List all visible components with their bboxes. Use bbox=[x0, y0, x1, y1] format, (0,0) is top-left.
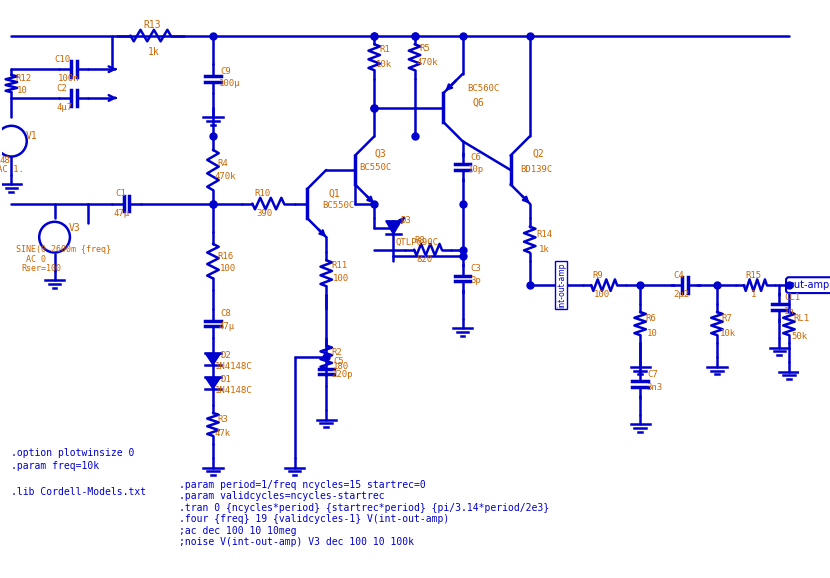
Text: 100: 100 bbox=[333, 274, 349, 283]
Text: 3n3: 3n3 bbox=[646, 383, 662, 392]
Text: BC550C: BC550C bbox=[359, 162, 391, 172]
Text: .lib Cordell-Models.txt: .lib Cordell-Models.txt bbox=[12, 487, 147, 497]
Text: CL1: CL1 bbox=[784, 293, 800, 302]
Text: C4: C4 bbox=[674, 271, 685, 280]
Text: R7: R7 bbox=[722, 314, 733, 323]
Text: 470k: 470k bbox=[417, 58, 438, 67]
Polygon shape bbox=[205, 353, 221, 365]
Text: 100: 100 bbox=[220, 264, 236, 273]
Text: R2: R2 bbox=[331, 348, 342, 357]
Text: R14: R14 bbox=[536, 230, 553, 239]
Text: 47k: 47k bbox=[215, 429, 231, 439]
Text: 100: 100 bbox=[594, 290, 610, 299]
Text: C7: C7 bbox=[647, 370, 658, 379]
Text: 1N4148C: 1N4148C bbox=[215, 386, 252, 395]
Text: Q1: Q1 bbox=[328, 189, 340, 199]
Text: 1k: 1k bbox=[539, 245, 549, 254]
Text: 1N4148C: 1N4148C bbox=[215, 362, 252, 371]
Text: R12: R12 bbox=[15, 75, 32, 83]
Text: QTLP690C: QTLP690C bbox=[395, 238, 438, 246]
Text: V3: V3 bbox=[69, 223, 81, 232]
Text: 10: 10 bbox=[647, 329, 657, 338]
Text: D1: D1 bbox=[221, 375, 232, 384]
Text: AC 1.: AC 1. bbox=[0, 165, 24, 175]
Text: 50k: 50k bbox=[792, 332, 808, 340]
Text: ;noise V(int-out-amp) V3 dec 100 10 100k: ;noise V(int-out-amp) V3 dec 100 10 100k bbox=[179, 538, 414, 547]
Text: Rser=100: Rser=100 bbox=[21, 264, 61, 273]
Text: .four {freq} 19 {validcycles-1} V(int-out-amp): .four {freq} 19 {validcycles-1} V(int-ou… bbox=[179, 514, 450, 524]
Text: 48: 48 bbox=[0, 156, 11, 165]
Text: Q3: Q3 bbox=[374, 149, 386, 158]
Text: R16: R16 bbox=[217, 252, 234, 261]
Text: C1: C1 bbox=[115, 190, 126, 198]
Text: R15: R15 bbox=[745, 271, 762, 280]
Text: C3: C3 bbox=[471, 264, 481, 273]
Text: 100n: 100n bbox=[57, 75, 79, 83]
Text: 820: 820 bbox=[417, 255, 432, 264]
Text: Q2: Q2 bbox=[533, 149, 544, 158]
Text: BC560C: BC560C bbox=[467, 84, 500, 93]
Text: R3: R3 bbox=[217, 415, 228, 424]
Text: R10: R10 bbox=[254, 190, 271, 198]
Text: SINE(0 2600m {freq}: SINE(0 2600m {freq} bbox=[16, 245, 111, 254]
Text: 47μ: 47μ bbox=[113, 209, 129, 218]
Text: .param period=1/freq ncycles=15 startrec=0: .param period=1/freq ncycles=15 startrec… bbox=[179, 480, 426, 490]
Text: AC 0: AC 0 bbox=[26, 255, 46, 264]
Text: 2μ2: 2μ2 bbox=[674, 290, 690, 299]
Text: D2: D2 bbox=[221, 351, 232, 360]
Text: C9: C9 bbox=[221, 66, 232, 76]
Text: 4μ7: 4μ7 bbox=[56, 103, 72, 112]
Text: 470k: 470k bbox=[215, 172, 237, 181]
Text: 10: 10 bbox=[17, 86, 28, 95]
Text: int-out-amp: int-out-amp bbox=[557, 262, 566, 308]
Text: V1: V1 bbox=[26, 131, 37, 142]
Text: C2: C2 bbox=[56, 84, 67, 93]
Text: 10k: 10k bbox=[376, 60, 393, 69]
Text: R13: R13 bbox=[144, 20, 162, 30]
Text: C10: C10 bbox=[55, 55, 71, 64]
Text: BD139C: BD139C bbox=[520, 165, 553, 175]
Polygon shape bbox=[205, 377, 221, 389]
Text: out-amp: out-amp bbox=[789, 280, 830, 290]
Text: R1: R1 bbox=[379, 46, 390, 54]
Text: ;ac dec 100 10 10meg: ;ac dec 100 10 10meg bbox=[179, 526, 297, 536]
Text: C6: C6 bbox=[471, 153, 481, 162]
Text: R4: R4 bbox=[217, 159, 228, 168]
Text: 220p: 220p bbox=[331, 370, 353, 379]
Text: R9: R9 bbox=[592, 271, 603, 280]
Text: .option plotwinsize 0: .option plotwinsize 0 bbox=[12, 448, 134, 458]
Text: D3: D3 bbox=[400, 216, 411, 225]
Text: BC550C: BC550C bbox=[322, 201, 354, 210]
Text: C8: C8 bbox=[221, 309, 232, 318]
Text: R5: R5 bbox=[419, 43, 430, 53]
Text: 10p: 10p bbox=[468, 165, 485, 175]
Text: 10k: 10k bbox=[720, 329, 736, 338]
Text: .param validcycles=ncycles-startrec: .param validcycles=ncycles-startrec bbox=[179, 491, 385, 501]
Text: R8: R8 bbox=[414, 236, 425, 244]
Text: 100μ: 100μ bbox=[219, 79, 240, 88]
Text: 3p: 3p bbox=[471, 276, 481, 285]
Text: 1: 1 bbox=[750, 290, 756, 299]
Text: R6: R6 bbox=[645, 314, 656, 323]
Polygon shape bbox=[386, 221, 401, 234]
Text: R11: R11 bbox=[331, 261, 347, 271]
Text: Q6: Q6 bbox=[472, 98, 484, 108]
Text: 47μ: 47μ bbox=[219, 322, 235, 331]
Text: RL1: RL1 bbox=[793, 314, 810, 323]
Text: 390: 390 bbox=[256, 209, 272, 218]
Text: .tran 0 {ncycles*period} {startrec*period} {pi/3.14*period/2e3}: .tran 0 {ncycles*period} {startrec*perio… bbox=[179, 503, 549, 513]
Text: 1n: 1n bbox=[784, 306, 795, 316]
Text: 180: 180 bbox=[333, 362, 349, 371]
Text: .param freq=10k: .param freq=10k bbox=[12, 461, 100, 470]
Text: C5: C5 bbox=[333, 357, 344, 366]
Text: 1k: 1k bbox=[148, 47, 159, 57]
